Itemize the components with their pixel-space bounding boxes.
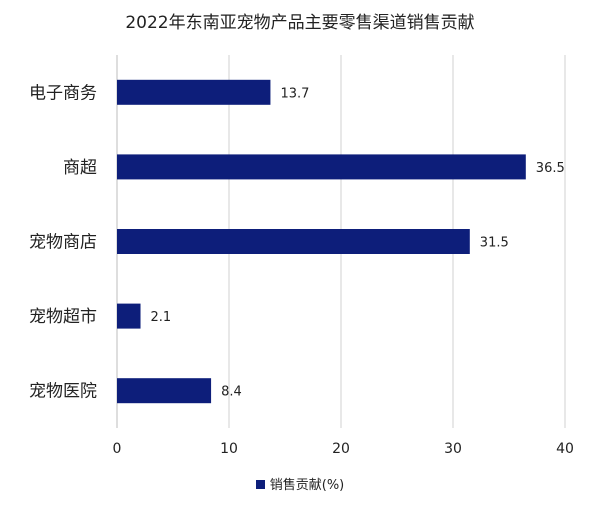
category-label: 宠物医院 — [29, 382, 97, 402]
legend-label: 销售贡献(%) — [269, 478, 345, 493]
bar — [117, 229, 470, 254]
category-label: 商超 — [63, 158, 97, 178]
category-label: 电子商务 — [29, 83, 97, 103]
chart-title: 2022年东南亚宠物产品主要零售渠道销售贡献 — [125, 13, 475, 33]
category-label: 宠物商店 — [29, 233, 97, 253]
data-label: 8.4 — [221, 385, 242, 400]
x-tick-label: 20 — [332, 441, 350, 457]
data-label: 31.5 — [480, 236, 509, 251]
data-label: 13.7 — [280, 86, 309, 101]
x-tick-label: 30 — [444, 441, 462, 457]
x-tick-label: 0 — [113, 441, 122, 457]
legend-swatch — [255, 480, 265, 489]
data-label: 36.5 — [536, 161, 565, 176]
legend: 销售贡献(%) — [0, 474, 600, 493]
data-label: 2.1 — [151, 310, 172, 325]
bar — [117, 378, 212, 404]
bar — [117, 79, 271, 105]
x-tick-label: 40 — [556, 441, 574, 457]
x-tick-label: 10 — [220, 441, 238, 457]
bar — [117, 303, 141, 329]
bar — [117, 154, 526, 180]
category-label: 宠物超市 — [29, 307, 97, 327]
